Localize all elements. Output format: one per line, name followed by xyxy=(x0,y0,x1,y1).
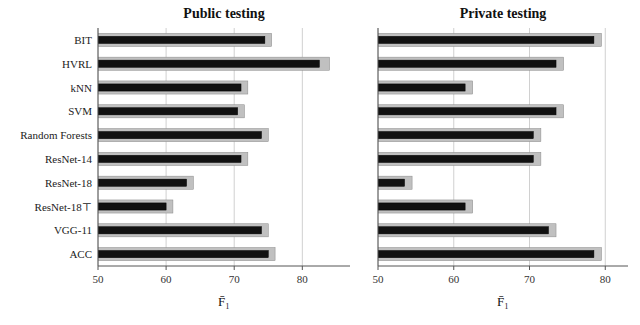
grid-line xyxy=(378,28,379,266)
bar xyxy=(98,203,166,210)
bar xyxy=(98,129,268,142)
bar xyxy=(378,33,601,46)
y-axis xyxy=(378,28,379,266)
page: {"chart_data": [ {"type": "bar", "orient… xyxy=(0,0,640,325)
bar xyxy=(378,108,556,115)
y-axis xyxy=(98,28,99,266)
x-axis xyxy=(378,266,628,267)
bar xyxy=(98,60,319,67)
bar xyxy=(98,132,261,139)
bar xyxy=(378,129,541,142)
tick-mark xyxy=(453,266,454,270)
tick-mark xyxy=(378,266,379,270)
tick-label: 80 xyxy=(297,273,309,285)
bar xyxy=(98,84,241,91)
bar xyxy=(98,251,268,258)
bar xyxy=(378,152,541,165)
x-axis-label: F̄₁ xyxy=(497,294,509,309)
category-label: BIT xyxy=(74,34,92,46)
tick-label: 80 xyxy=(600,273,612,285)
category-label: ACC xyxy=(69,248,92,260)
tick-mark xyxy=(234,266,235,270)
bar xyxy=(98,179,187,186)
bar xyxy=(378,60,556,67)
bars xyxy=(378,33,601,260)
category-label: Random Forests xyxy=(20,129,92,141)
bar xyxy=(378,81,473,94)
tick-label: 70 xyxy=(229,273,241,285)
bar xyxy=(378,251,594,258)
category-label: VGG-11 xyxy=(54,224,92,236)
grid-line xyxy=(98,28,99,266)
tick-label: 70 xyxy=(524,273,536,285)
bar xyxy=(98,248,275,261)
category-label: kNN xyxy=(71,82,92,94)
bar xyxy=(98,105,244,118)
bar xyxy=(378,36,594,43)
bar xyxy=(378,84,465,91)
category-label: ResNet-14 xyxy=(45,153,93,165)
bar xyxy=(98,36,265,43)
tick-mark xyxy=(605,266,606,270)
bar xyxy=(378,57,564,70)
bar xyxy=(378,200,473,213)
tick-mark xyxy=(529,266,530,270)
bar xyxy=(378,179,405,186)
bar xyxy=(378,248,601,261)
tick-label: 50 xyxy=(93,273,105,285)
category-label: HVRL xyxy=(62,58,92,70)
bar xyxy=(98,33,272,46)
bar xyxy=(98,155,241,162)
bar xyxy=(378,203,465,210)
bar xyxy=(98,108,238,115)
category-label: SVM xyxy=(68,105,92,117)
bar xyxy=(98,224,268,237)
bar xyxy=(98,176,193,189)
x-axis xyxy=(98,266,350,267)
chart: 50 60 70 80 BIT HVRL kNN SVM Random Forests ResNe… xyxy=(0,0,640,325)
tick-label: 60 xyxy=(448,273,460,285)
bars xyxy=(98,33,330,260)
bar xyxy=(98,200,173,213)
tick-mark xyxy=(302,266,303,270)
tick-label: 60 xyxy=(161,273,173,285)
bar xyxy=(98,57,330,70)
bar xyxy=(378,105,564,118)
bar xyxy=(378,227,548,234)
title: Public testing xyxy=(183,6,264,21)
bar xyxy=(98,227,261,234)
tick-mark xyxy=(166,266,167,270)
tick-mark xyxy=(98,266,99,270)
panel: 50 60 70 80 Private testing F̄₁ xyxy=(373,6,629,309)
bar xyxy=(378,132,533,139)
title: Private testing xyxy=(460,6,547,21)
panel: 50 60 70 80 BIT HVRL kNN SVM Random Forests ResNe… xyxy=(20,6,350,309)
bar xyxy=(378,155,533,162)
grid-line xyxy=(605,28,606,266)
category-label: ResNet-18 xyxy=(45,177,93,189)
category-label: ResNet-18⊤ xyxy=(35,201,92,213)
x-axis-label: F̄₁ xyxy=(218,294,230,309)
tick-label: 50 xyxy=(373,273,385,285)
bar xyxy=(98,152,248,165)
bar xyxy=(378,224,556,237)
bar xyxy=(378,176,412,189)
bar xyxy=(98,81,248,94)
